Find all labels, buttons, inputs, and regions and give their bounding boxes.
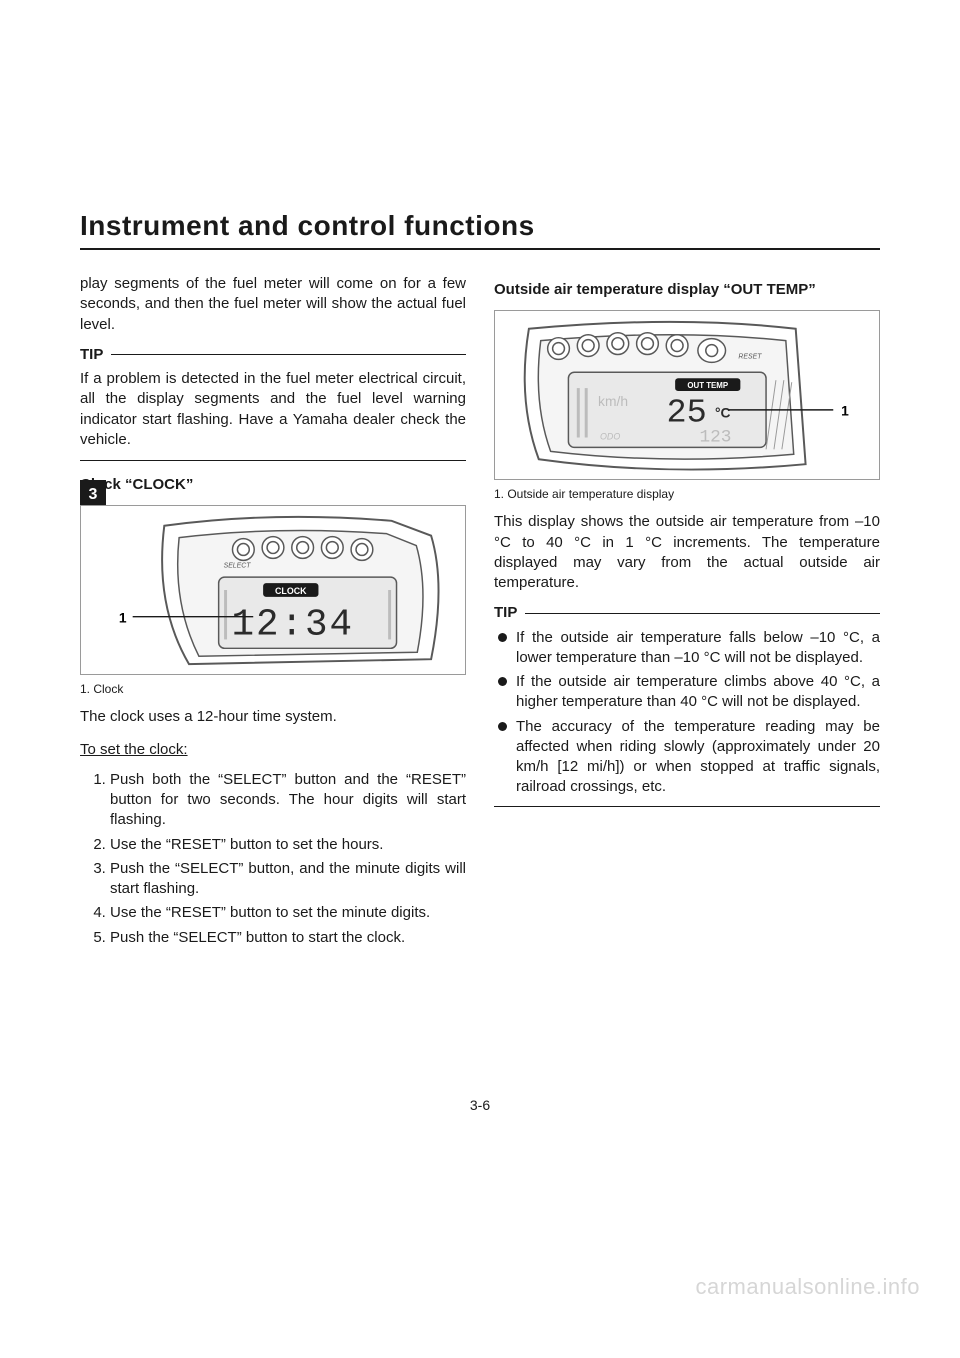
- manual-page: Instrument and control functions 3 play …: [0, 0, 960, 952]
- outtemp-illustration: RESET OUT TEMP km/h ODO 123 25 °C: [495, 311, 879, 479]
- outtemp-figure: RESET OUT TEMP km/h ODO 123 25 °C: [494, 310, 880, 480]
- tip-end-rule-right: [494, 806, 880, 807]
- watermark: carmanualsonline.info: [695, 1274, 920, 1300]
- clock-figure: SELECT CLOCK 12:34 1: [80, 505, 466, 675]
- content-columns: play segments of the fuel meter will com…: [80, 274, 880, 952]
- set-clock-steps: Push both the “SELECT” button and the “R…: [80, 770, 466, 948]
- tip-text: If a problem is detected in the fuel met…: [80, 369, 466, 450]
- clock-time: 12:34: [231, 605, 354, 647]
- page-number: 3-6: [0, 1097, 960, 1113]
- clock-illustration: SELECT CLOCK 12:34 1: [81, 506, 465, 674]
- tip-rule: [111, 354, 466, 355]
- clock-heading: Clock “CLOCK”: [80, 475, 466, 495]
- outtemp-badge: OUT TEMP: [687, 381, 728, 390]
- outtemp-callout-number: 1: [841, 403, 849, 419]
- outtemp-heading: Outside air temperature display “OUT TEM…: [494, 280, 880, 300]
- tip-heading-line: TIP: [80, 345, 466, 365]
- tip-end-rule: [80, 460, 466, 461]
- title-rule: [80, 248, 880, 250]
- tip-label: TIP: [80, 345, 111, 365]
- bullet-1: If the outside air temperature falls bel…: [494, 628, 880, 669]
- outtemp-tip-bullets: If the outside air temperature falls bel…: [494, 628, 880, 798]
- clock-badge: CLOCK: [275, 586, 307, 596]
- kmh-label: km/h: [598, 393, 628, 409]
- page-title: Instrument and control functions: [80, 210, 880, 242]
- odo-label: ODO: [600, 432, 620, 442]
- tip-rule-right: [525, 613, 880, 614]
- clock-description: The clock uses a 12-hour time system.: [80, 707, 466, 727]
- step-3: Push the “SELECT” button, and the minute…: [110, 859, 466, 900]
- step-4: Use the “RESET” button to set the minute…: [110, 903, 466, 923]
- set-clock-label: To set the clock:: [80, 741, 188, 758]
- bullet-2: If the outside air temperature climbs ab…: [494, 672, 880, 713]
- tip-heading-line-right: TIP: [494, 603, 880, 623]
- step-2: Use the “RESET” button to set the hours.: [110, 835, 466, 855]
- clock-callout-number: 1: [119, 610, 127, 626]
- temp-value: 25: [666, 395, 706, 433]
- step-1: Push both the “SELECT” button and the “R…: [110, 770, 466, 831]
- right-column: Outside air temperature display “OUT TEM…: [494, 274, 880, 952]
- outtemp-description: This display shows the outside air tempe…: [494, 512, 880, 593]
- fuel-meter-intro: play segments of the fuel meter will com…: [80, 274, 466, 335]
- temp-unit: °C: [715, 405, 731, 421]
- bullet-3: The accuracy of the temperature reading …: [494, 717, 880, 798]
- clock-caption: 1. Clock: [80, 681, 466, 697]
- select-label: SELECT: [224, 563, 252, 570]
- step-5: Push the “SELECT” button to start the cl…: [110, 928, 466, 948]
- tip-label-right: TIP: [494, 603, 525, 623]
- reset-label: RESET: [738, 354, 762, 361]
- left-column: play segments of the fuel meter will com…: [80, 274, 466, 952]
- outtemp-caption: 1. Outside air temperature display: [494, 486, 880, 502]
